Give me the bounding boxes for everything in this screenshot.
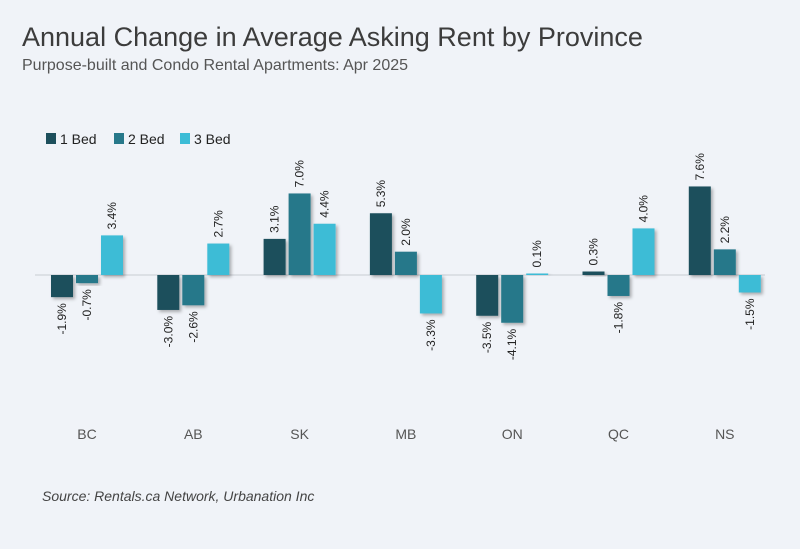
category-label-qc: QC (608, 426, 629, 442)
value-label-mb-1bed: 5.3% (374, 180, 388, 208)
value-label-mb-2bed: 2.0% (399, 218, 413, 246)
value-label-ns-2bed: 2.2% (718, 216, 732, 244)
bar-ns-2bed (713, 249, 736, 275)
source-note: Source: Rentals.ca Network, Urbanation I… (42, 488, 315, 504)
value-label-ns-3bed: -1.5% (743, 298, 757, 330)
chart-subtitle: Purpose-built and Condo Rental Apartment… (22, 57, 409, 74)
value-label-qc-2bed: -1.8% (612, 302, 626, 334)
legend-swatch-2 (114, 133, 124, 144)
legend-swatch-1 (46, 133, 56, 144)
category-label-mb: MB (395, 426, 416, 442)
bar-mb-1bed (369, 213, 392, 275)
bar-bc-2bed (76, 275, 98, 284)
legend: 1 Bed 2 Bed 3 Bed (46, 131, 231, 147)
category-labels: BC AB SK MB ON QC NS (77, 426, 734, 442)
category-label-bc: BC (77, 426, 96, 442)
value-label-bc-3bed: 3.4% (105, 202, 119, 230)
bar-on-2bed (501, 275, 524, 323)
bar-bc-1bed (51, 275, 73, 298)
category-label-sk: SK (290, 426, 309, 442)
category-label-on: ON (502, 426, 523, 442)
bar-qc-1bed (582, 271, 605, 275)
bar-sk-1bed (263, 238, 286, 275)
bar-on-3bed (526, 273, 549, 275)
bar-mb-2bed (394, 251, 417, 275)
value-label-qc-1bed: 0.3% (587, 238, 601, 266)
value-label-ab-3bed: 2.7% (211, 210, 225, 238)
value-label-on-1bed: -3.5% (480, 321, 494, 353)
chart-title: Annual Change in Average Asking Rent by … (22, 22, 643, 52)
bar-ab-2bed (182, 275, 205, 306)
value-label-sk-1bed: 3.1% (268, 205, 282, 233)
bar-ab-1bed (157, 275, 180, 310)
value-label-on-3bed: 0.1% (530, 240, 544, 268)
bar-sk-2bed (288, 193, 311, 275)
bar-qc-3bed (632, 228, 655, 275)
legend-label-2: 2 Bed (128, 131, 165, 147)
value-label-bc-1bed: -1.9% (55, 303, 69, 335)
value-label-sk-2bed: 7.0% (293, 160, 307, 188)
value-label-bc-2bed: -0.7% (80, 289, 94, 321)
bar-qc-2bed (607, 275, 630, 296)
value-label-ns-1bed: 7.6% (693, 153, 707, 181)
legend-label-1: 1 Bed (60, 131, 97, 147)
bar-sk-3bed (313, 223, 336, 275)
category-label-ns: NS (715, 426, 734, 442)
value-label-mb-3bed: -3.3% (424, 319, 438, 351)
bar-ns-1bed (688, 186, 711, 275)
legend-label-3: 3 Bed (194, 131, 231, 147)
value-label-ab-1bed: -3.0% (161, 316, 175, 348)
bar-on-1bed (476, 275, 499, 316)
value-label-on-2bed: -4.1% (505, 328, 519, 360)
category-label-ab: AB (184, 426, 203, 442)
bars (51, 186, 761, 323)
value-label-qc-3bed: 4.0% (637, 195, 651, 223)
bar-ns-3bed (738, 275, 761, 293)
legend-swatch-3 (180, 133, 190, 144)
bar-ab-3bed (207, 243, 230, 275)
value-label-ab-2bed: -2.6% (186, 311, 200, 343)
bar-bc-3bed (101, 235, 123, 275)
bar-mb-3bed (419, 275, 442, 314)
value-label-sk-3bed: 4.4% (318, 190, 332, 218)
data-labels: -1.9% -0.7% 3.4% -3.0% -2.6% 2.7% 3.1% 7.0% 4.4%… (55, 153, 757, 360)
